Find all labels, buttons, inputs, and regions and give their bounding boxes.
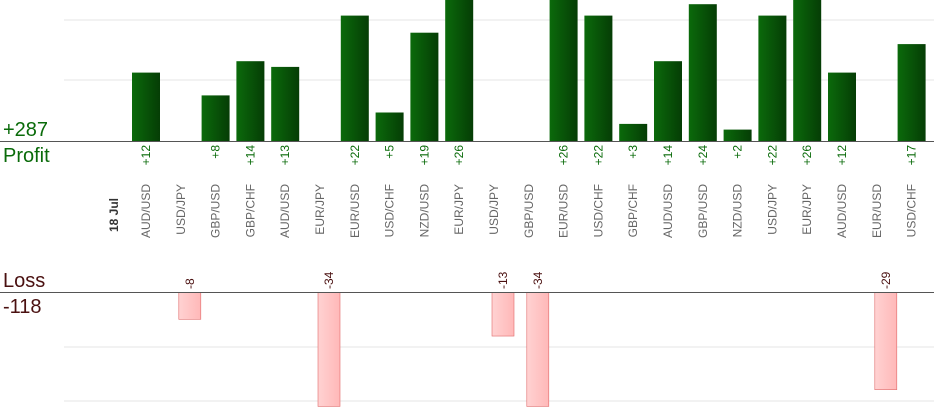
category-labels: AUD/USD USD/JPY GBP/USD GBP/CHF AUD/USD EUR/J… — [139, 184, 919, 238]
value-label: -29 — [879, 271, 893, 289]
value-labels: +12 -8 +8 +14 +13 -34 +22 +5 +19 +26 -13 -34 +26 +22 +… — [139, 145, 919, 289]
profit-bar — [688, 4, 717, 142]
value-label: +12 — [835, 145, 849, 166]
category-label: GBP/USD — [209, 184, 223, 238]
value-label: +26 — [800, 145, 814, 166]
value-label: +5 — [383, 145, 397, 159]
category-label: USD/JPY — [174, 184, 188, 235]
category-label: AUD/USD — [139, 184, 153, 238]
category-label: EUR/JPY — [800, 184, 814, 235]
profit-bar — [271, 66, 300, 141]
loss-bar — [491, 292, 515, 337]
value-label: +14 — [243, 145, 257, 166]
category-label: AUD/USD — [278, 184, 292, 238]
category-label: USD/CHF — [905, 184, 919, 237]
value-label: +3 — [626, 145, 640, 159]
category-label: USD/JPY — [487, 184, 501, 235]
value-label: +13 — [278, 145, 292, 166]
loss-total: -118 — [3, 296, 42, 318]
value-label: +12 — [139, 145, 153, 166]
profit-bar — [236, 61, 265, 142]
loss-bars — [178, 292, 898, 407]
profit-bar — [619, 123, 648, 141]
category-label: GBP/USD — [522, 184, 536, 238]
profit-total: +287 — [3, 119, 49, 141]
profit-bars — [132, 0, 926, 142]
profit-bar — [549, 0, 578, 141]
profit-bar — [340, 15, 369, 142]
category-label: NZD/USD — [731, 184, 745, 238]
profit-bar — [654, 61, 682, 142]
value-label: -8 — [183, 278, 197, 289]
loss-label: Loss — [3, 270, 46, 292]
value-label: +26 — [452, 145, 466, 166]
category-label: NZD/USD — [417, 184, 431, 238]
loss-bar — [178, 292, 202, 320]
value-label: +19 — [417, 145, 431, 166]
loss-bar — [526, 292, 550, 407]
profit-bar — [758, 15, 787, 142]
profit-bar — [132, 72, 160, 141]
value-label: +22 — [765, 145, 779, 166]
category-label: GBP/USD — [696, 184, 710, 238]
category-label: USD/CHF — [591, 184, 605, 237]
profit-bar — [584, 15, 613, 142]
profit-bar — [201, 95, 230, 141]
category-label: EUR/JPY — [313, 184, 327, 235]
category-label: EUR/USD — [557, 184, 571, 238]
category-label: GBP/CHF — [243, 184, 257, 237]
value-label: +22 — [348, 145, 362, 166]
value-label: +26 — [557, 145, 571, 166]
value-label: +2 — [731, 145, 745, 159]
value-label: +14 — [661, 145, 675, 166]
value-label: +24 — [696, 145, 710, 166]
category-label: GBP/CHF — [626, 184, 640, 237]
loss-bar — [317, 292, 341, 407]
category-label: EUR/USD — [870, 184, 884, 238]
profit-bar — [828, 72, 856, 141]
profit-bar — [723, 129, 752, 141]
value-label: -13 — [496, 271, 510, 289]
category-label: EUR/JPY — [452, 184, 466, 235]
value-label: -34 — [322, 271, 336, 289]
value-label: +17 — [905, 145, 919, 166]
profit-bar — [793, 0, 822, 141]
date-label: 18 Jul — [107, 198, 121, 232]
category-label: EUR/USD — [348, 184, 362, 238]
value-label: +22 — [591, 145, 605, 166]
loss-bar — [874, 292, 898, 390]
gridlines — [64, 19, 934, 402]
value-label: +8 — [209, 145, 223, 159]
category-label: AUD/USD — [661, 184, 675, 238]
profit-label: Profit — [3, 145, 50, 167]
profit-bar — [897, 44, 926, 141]
profit-bar — [375, 112, 404, 141]
value-label: -34 — [531, 271, 545, 289]
profit-bar — [445, 0, 474, 141]
category-label: USD/JPY — [765, 184, 779, 235]
category-label: AUD/USD — [835, 184, 849, 238]
category-label: USD/CHF — [383, 184, 397, 237]
profit-bar — [410, 32, 439, 142]
